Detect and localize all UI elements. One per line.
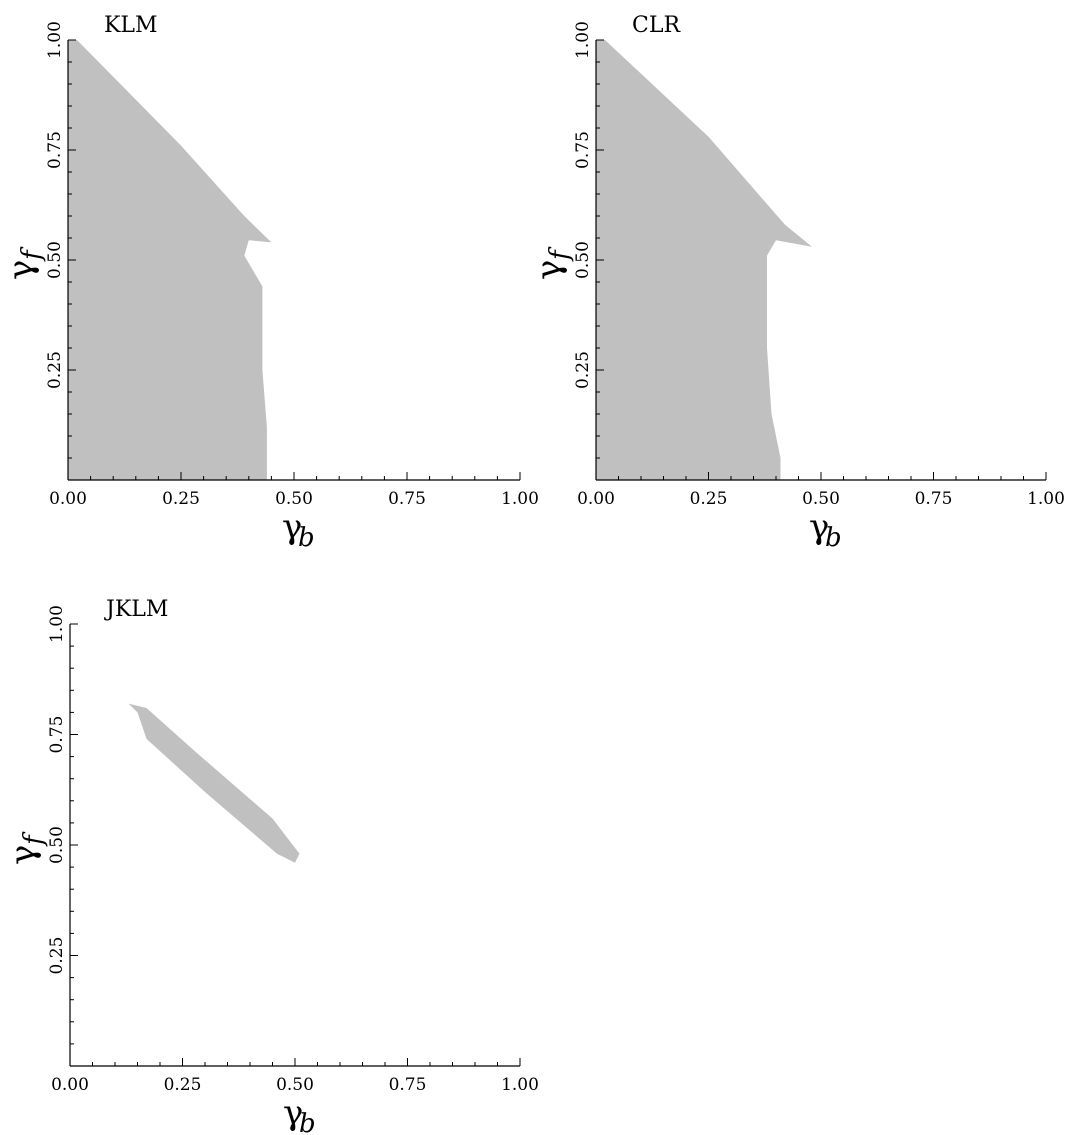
jklm-region	[128, 703, 300, 863]
klm-y-label-sub: f	[17, 246, 47, 262]
jklm-y-tick-label: 1.00	[47, 605, 67, 643]
jklm-x-label: γ	[283, 1093, 303, 1133]
klm-panel: 0.00 0.25 0.50 0.75 1.00 0.25 0.50 0.75 1.00 KLM γ…	[1, 13, 539, 553]
jklm-x-tick-label: 0.75	[389, 1075, 427, 1095]
klm-y-tick-label: 0.50	[45, 241, 65, 279]
jklm-y-label: γ	[3, 845, 43, 865]
clr-x-tick-label: 0.00	[577, 489, 615, 509]
clr-x-label: γ	[809, 507, 829, 547]
jklm-x-tick-label: 1.00	[501, 1075, 539, 1095]
jklm-x-tick-label: 0.00	[51, 1075, 89, 1095]
klm-x-tick-label: 0.25	[162, 489, 200, 509]
klm-x-tick-label: 0.00	[49, 489, 87, 509]
clr-y-tick-label: 0.75	[573, 131, 593, 169]
jklm-y-tick-label: 0.25	[47, 937, 67, 975]
clr-panel: 0.00 0.25 0.50 0.75 1.00 0.25 0.50 0.75 1.00 CLR γ…	[529, 13, 1065, 553]
klm-y-label: γ	[1, 260, 41, 280]
jklm-title: JKLM	[104, 597, 168, 622]
clr-y-label-sub: f	[545, 246, 575, 262]
clr-x-tick-label: 1.00	[1027, 489, 1065, 509]
klm-x-tick-label: 0.75	[388, 489, 426, 509]
clr-y-label: γ	[529, 260, 569, 280]
klm-x-tick-label: 1.00	[501, 489, 539, 509]
jklm-panel: 0.00 0.25 0.50 0.75 1.00 0.25 0.50 0.75 1.00 JKLM…	[3, 597, 539, 1135]
clr-y-tick-label: 0.25	[573, 351, 593, 389]
clr-x-tick-label: 0.25	[690, 489, 728, 509]
klm-y-tick-label: 0.75	[45, 131, 65, 169]
clr-region	[596, 40, 812, 480]
jklm-y-tick-label: 0.50	[47, 826, 67, 864]
klm-y-tick-label: 0.25	[45, 351, 65, 389]
clr-title: CLR	[632, 13, 681, 38]
klm-x-tick-label: 0.50	[275, 489, 313, 509]
jklm-x-tick-label: 0.25	[164, 1075, 202, 1095]
jklm-y-label-sub: f	[19, 831, 49, 847]
clr-x-label-sub: b	[825, 523, 842, 553]
clr-y-tick-label: 1.00	[573, 21, 593, 59]
jklm-x-label-sub: b	[299, 1109, 316, 1135]
jklm-y-tick-label: 0.75	[47, 716, 67, 754]
klm-y-tick-label: 1.00	[45, 21, 65, 59]
clr-x-tick-label: 0.50	[802, 489, 840, 509]
klm-x-label: γ	[282, 507, 302, 547]
clr-x-tick-label: 0.75	[915, 489, 953, 509]
klm-x-label-sub: b	[298, 523, 315, 553]
clr-y-tick-label: 0.50	[573, 241, 593, 279]
klm-title: KLM	[104, 13, 158, 38]
jklm-x-tick-label: 0.50	[276, 1075, 314, 1095]
klm-region	[68, 40, 272, 480]
